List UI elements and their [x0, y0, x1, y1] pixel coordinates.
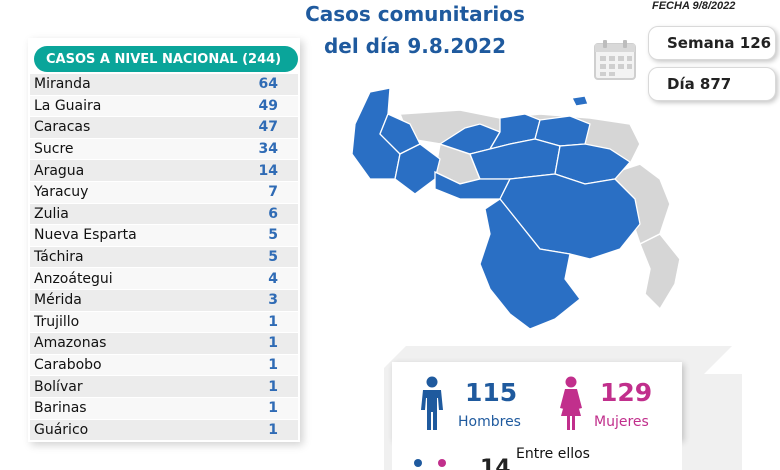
state-name: La Guaira: [34, 97, 102, 114]
case-count: 4: [268, 270, 278, 287]
women-label: Mujeres: [594, 414, 649, 430]
state-name: Yaracuy: [34, 184, 89, 201]
case-count: 34: [258, 141, 278, 158]
calendar-icon: [594, 40, 636, 80]
case-count: 1: [268, 313, 278, 330]
children-icons: [414, 459, 446, 467]
state-name: Zulia: [34, 205, 69, 222]
state-name: Bolívar: [34, 378, 83, 395]
table-row: Sucre 34: [30, 138, 298, 161]
state-name: Anzoátegui: [34, 270, 113, 287]
case-count: 49: [258, 97, 278, 114]
table-row: Táchira 5: [30, 246, 298, 269]
case-count: 1: [268, 357, 278, 374]
case-count: 5: [268, 249, 278, 266]
women-count: 129: [600, 378, 653, 407]
man-icon: [421, 376, 443, 430]
table-row: Zulia 6: [30, 203, 298, 226]
date-label: FECHA 9/8/2022: [652, 0, 736, 12]
case-count: 3: [268, 292, 278, 309]
day-badge: Día 877: [648, 67, 776, 101]
map-active-regions: [351, 87, 641, 330]
case-count: 14: [258, 162, 278, 179]
state-name: Amazonas: [34, 335, 107, 352]
table-row: Trujillo 1: [30, 311, 298, 334]
case-count: 1: [268, 400, 278, 417]
week-badge: Semana 126: [648, 26, 776, 60]
case-count: 1: [268, 335, 278, 352]
state-name: Aragua: [34, 162, 85, 179]
case-count: 6: [268, 205, 278, 222]
state-name: Barinas: [34, 400, 87, 417]
state-name: Mérida: [34, 292, 82, 309]
case-count: 47: [258, 119, 278, 136]
table-row: Miranda 64: [30, 74, 298, 96]
men-label: Hombres: [458, 414, 521, 430]
cases-table-header: CASOS A NIVEL NACIONAL (244): [34, 46, 298, 72]
state-name: Táchira: [34, 249, 84, 266]
state-name: Sucre: [34, 141, 74, 158]
case-count: 5: [268, 227, 278, 244]
case-count: 7: [268, 184, 278, 201]
table-row: Anzoátegui 4: [30, 268, 298, 290]
page-title: Casos comunitarios del día 9.8.2022: [260, 0, 570, 62]
title-line-1: Casos comunitarios: [305, 2, 525, 26]
table-row: Carabobo 1: [30, 354, 298, 377]
men-count: 115: [465, 378, 518, 407]
cases-table: Miranda 64 La Guaira 49 Caracas 47 Sucre 34 Arag…: [30, 74, 298, 442]
state-name: Trujillo: [34, 313, 80, 330]
state-name: Nueva Esparta: [34, 227, 137, 244]
table-row: Amazonas 1: [30, 333, 298, 355]
state-name: Carabobo: [34, 357, 102, 374]
case-count: 64: [258, 76, 278, 93]
table-row: Guárico 1: [30, 419, 298, 442]
table-row: Caracas 47: [30, 117, 298, 139]
state-name: Caracas: [34, 119, 91, 136]
case-count: 1: [268, 421, 278, 438]
state-name: Miranda: [34, 76, 91, 93]
table-row: Nueva Esparta 5: [30, 225, 298, 247]
entre-label: Entre ellos: [516, 446, 590, 462]
venezuela-map: [351, 87, 681, 330]
state-name: Guárico: [34, 421, 89, 438]
sub-count: 14: [480, 456, 511, 470]
table-row: Bolívar 1: [30, 376, 298, 398]
case-count: 1: [268, 378, 278, 395]
table-row: Mérida 3: [30, 289, 298, 312]
table-row: La Guaira 49: [30, 95, 298, 118]
table-row: Yaracuy 7: [30, 181, 298, 204]
table-row: Barinas 1: [30, 397, 298, 420]
title-line-2: del día 9.8.2022: [323, 34, 507, 58]
table-row: Aragua 14: [30, 160, 298, 182]
woman-icon: [560, 376, 582, 430]
